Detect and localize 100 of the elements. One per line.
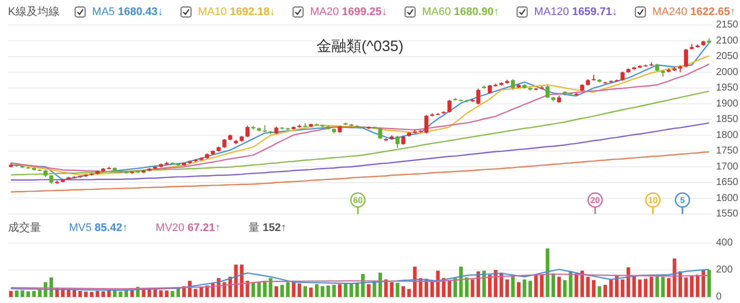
bar [234,264,238,297]
candlestick [620,71,625,82]
bar [314,284,319,297]
text: MA60 1680.90↑ [422,6,500,18]
bar [684,277,688,297]
y-tick-label: 0 [716,292,722,303]
bar [32,290,36,297]
bar [298,284,302,297]
y-tick-label: 200 [716,264,734,276]
bar [194,288,198,297]
bar [286,282,290,297]
bar [568,271,572,297]
bar [257,282,261,297]
bar [90,292,94,297]
bar [632,275,636,297]
bar [505,279,509,297]
bar [655,275,659,297]
legend-title: K線及均線 [8,6,60,18]
text: 量 152↑ [248,222,286,234]
y-tick-label: 2000 [716,66,739,78]
bar [448,280,452,297]
bar [240,264,244,297]
bar [390,282,394,297]
bar [586,276,590,297]
bar [702,270,706,297]
bar [644,278,648,297]
bar [303,286,307,297]
annotation: 5 [680,194,686,205]
bar [638,279,642,297]
bar [101,291,105,297]
y-tick-label: 1950 [716,82,739,94]
y-tick-label: 1550 [716,208,739,220]
y-tick-label: 1900 [716,98,739,110]
bar [470,279,474,297]
bar [464,277,469,297]
bar [332,284,336,297]
text: MV5 85.42↑ [69,222,128,234]
bar [263,280,267,297]
bar [72,290,76,297]
bar [516,282,520,297]
bar [436,270,440,297]
bar [528,280,532,297]
bar [84,292,88,297]
bar [118,292,122,297]
y-tick-label: 1850 [716,114,739,126]
y-tick-label: 2150 [716,20,739,31]
bar [522,279,526,297]
annotation: 60 [353,194,363,205]
bar [546,248,550,297]
y-tick-label: 400 [716,238,734,249]
candlestick [424,114,428,134]
bar [200,286,204,297]
text: MV20 67.21↑ [156,222,221,234]
bar [511,276,515,297]
bar [372,281,376,297]
bar [534,274,538,297]
y-tick-label: 2100 [716,35,739,46]
bar [626,267,630,297]
y-tick-label: 1650 [716,177,739,188]
y-tick-label: 1800 [716,130,739,141]
bar [268,278,272,297]
bar [401,286,406,297]
bar [378,272,382,297]
y-tick-label: 1700 [716,161,739,172]
bar [650,276,654,297]
bar [666,278,671,297]
bar [615,276,619,297]
candlestick [546,84,550,99]
legend-title: 成交量 [8,220,41,234]
bar [453,278,457,297]
line-series [10,90,710,176]
bar [672,258,676,297]
bar [251,282,256,297]
bar [690,275,694,297]
bar [500,272,504,297]
text: 金融類(^035) [316,38,404,55]
bar [107,290,111,297]
bar [366,284,370,297]
line-series [10,122,710,181]
bar [552,273,556,297]
bar [696,274,700,297]
candlestick [447,99,452,114]
bar [574,273,578,297]
candlestick [476,88,480,105]
bar [580,270,584,297]
bar [320,286,324,297]
bar [488,274,492,297]
annotation: 10 [648,194,658,205]
text: MA10 1692.18↓ [198,6,276,18]
bar [344,284,348,297]
bar [124,290,128,297]
bar [38,290,42,297]
annotation: 20 [590,194,600,205]
candlestick [245,125,250,138]
bar [222,282,226,297]
text: MA20 1699.25↓ [310,6,388,18]
bar [20,290,24,297]
bar [96,290,100,297]
bar [707,270,711,297]
bar [620,279,624,297]
